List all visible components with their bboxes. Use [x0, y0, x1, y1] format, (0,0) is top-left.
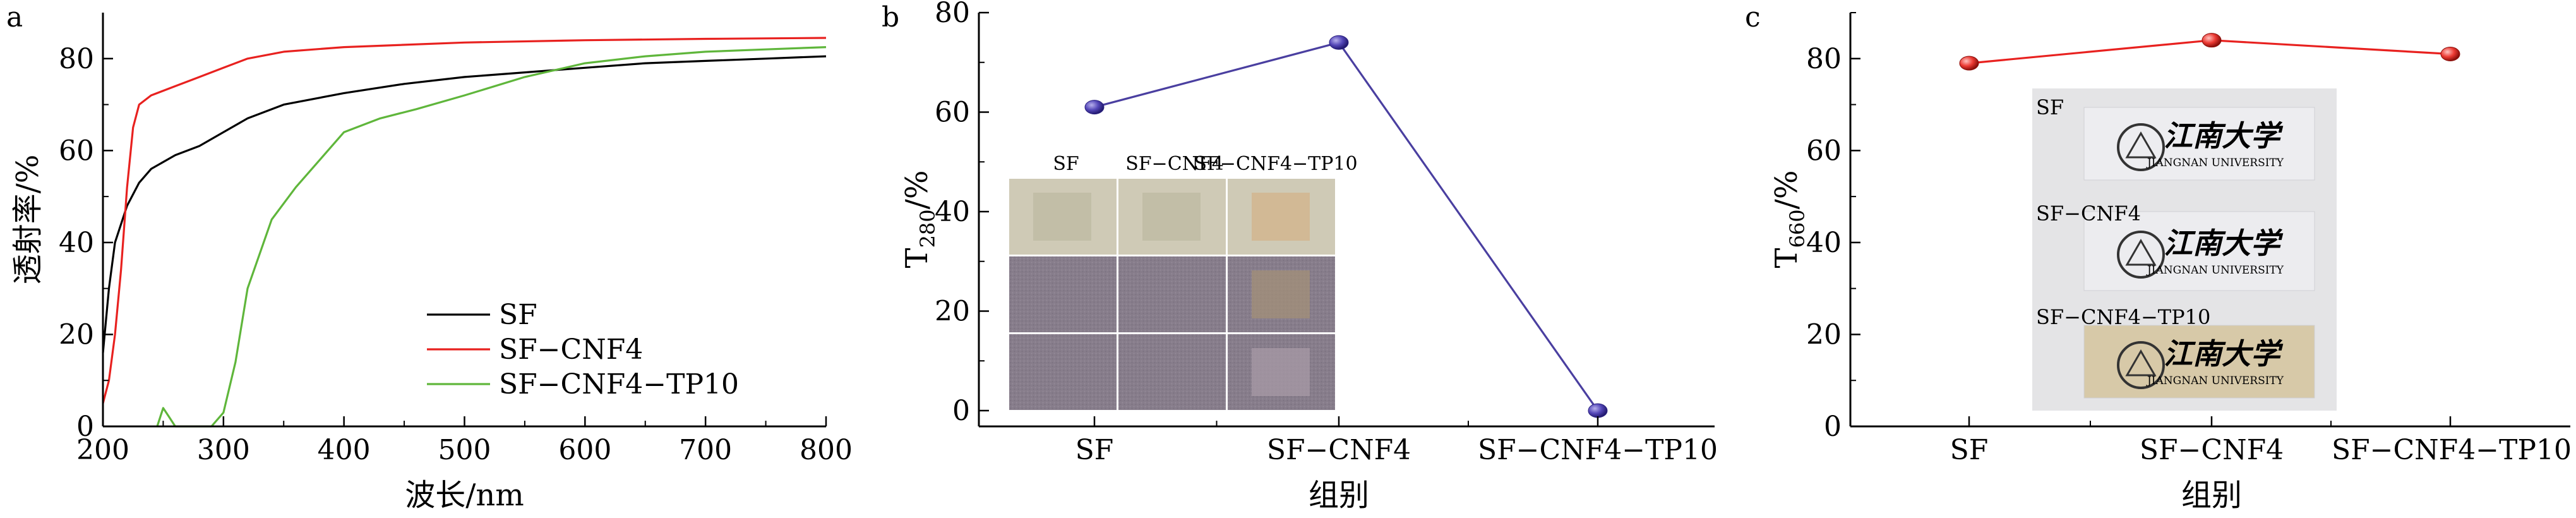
y-title-unit: /%: [899, 171, 935, 210]
x-tick-label: 500: [438, 434, 491, 466]
data-point-2: [2440, 47, 2460, 61]
x-tick-label: SF−CNF4: [1267, 434, 1411, 466]
y-tick-label: 0: [952, 395, 970, 427]
inset-label-0: SF: [1053, 153, 1079, 175]
panel-a: a 200 300 400 500 600 700 800 0 20 40 60 80 波长/nm 透射率/…: [6, 1, 853, 513]
data-point-2: [1588, 403, 1608, 418]
data-point-1: [2202, 33, 2222, 48]
legend-label-1: SF−CNF4: [499, 334, 643, 366]
university-name-text: JIANGNAN UNIVERSITY: [2146, 264, 2284, 277]
panel-b-letter: b: [882, 1, 899, 33]
y-title-sub: 280: [916, 209, 940, 248]
y-axis-title: 透射率/%: [10, 155, 45, 285]
university-seal-icon: [2117, 341, 2165, 389]
university-logo-text: 江南大学: [2164, 226, 2284, 260]
y-tick-label: 80: [1806, 43, 1842, 75]
data-point-1: [1329, 35, 1349, 50]
y-tick-label: 20: [935, 296, 970, 328]
x-axis-title: 波长/nm: [405, 478, 524, 513]
legend-label-2: SF−CNF4−TP10: [499, 368, 739, 401]
x-tick-label: 700: [679, 434, 732, 466]
x-axis-title: 组别: [1309, 478, 1369, 513]
y-tick-label: 60: [935, 97, 970, 129]
y-title-unit: /%: [1769, 171, 1804, 210]
series-line-1: [102, 37, 827, 404]
x-tick-label: SF−CNF4−TP10: [2332, 434, 2572, 466]
inset-film-strip-2: [2083, 325, 2315, 399]
x-tick-label: SF−CNF4: [2140, 434, 2284, 466]
y-tick-label: 0: [1824, 411, 1842, 443]
inset-sample-fabric: [1009, 334, 1117, 410]
x-tick-label: 800: [800, 434, 853, 466]
inset-sample-fabric: [1118, 334, 1226, 410]
inset-label-2: SF−CNF4−TP10: [2036, 305, 2210, 329]
inset-film-square: [1033, 193, 1091, 241]
inset-film-strip-1: [2083, 211, 2315, 291]
seal-triangle-icon: [2125, 131, 2157, 159]
y-tick-label: 60: [1806, 135, 1842, 167]
y-axis-title: T660/%: [1769, 171, 1809, 268]
x-tick-label: 400: [318, 434, 371, 466]
y-axis-title: T280/%: [899, 171, 940, 268]
inset-sample-fabric: [1118, 256, 1226, 332]
inset-label-0: SF: [2036, 95, 2064, 119]
panel-c: c 江南大学 JIANGNAN UNIVERSITY SF 江南大学 JIANGNAN U…: [1745, 1, 2572, 513]
inset-label-1: SF−CNF4: [1125, 153, 1224, 175]
y-tick-label: 80: [935, 0, 970, 29]
inset-film-square: [1252, 193, 1310, 241]
inset-film-square: [1142, 193, 1201, 241]
x-tick-label: SF−CNF4−TP10: [1478, 434, 1718, 466]
series-line-0: [102, 55, 827, 353]
university-name-text: JIANGNAN UNIVERSITY: [2146, 157, 2284, 169]
y-title-main: T: [1769, 248, 1804, 268]
x-axis-title: 组别: [2181, 478, 2242, 513]
inset-film-square: [1252, 270, 1310, 318]
legend-label-0: SF: [499, 299, 537, 331]
inset-label-1: SF−CNF4: [2036, 202, 2141, 226]
university-name-text: JIANGNAN UNIVERSITY: [2146, 375, 2284, 387]
inset-label-2: SF−CNF4−TP10: [1194, 153, 1357, 175]
university-seal-icon: [2117, 231, 2165, 279]
university-seal-icon: [2117, 123, 2165, 171]
university-logo-text: 江南大学: [2164, 337, 2284, 371]
seal-triangle-icon: [2125, 239, 2157, 266]
inset-sample-fabric: [1009, 256, 1117, 332]
x-tick-label: 300: [197, 434, 250, 466]
inset-photo: 江南大学 JIANGNAN UNIVERSITY SF 江南大学 JIANGNAN UN…: [2032, 88, 2337, 411]
y-tick-label: 20: [59, 318, 94, 351]
seal-triangle-icon: [2125, 349, 2157, 376]
inset-film-strip-0: [2083, 107, 2315, 181]
y-tick-label: 20: [1806, 318, 1842, 351]
y-tick-label: 80: [59, 43, 94, 75]
y-tick-label: 40: [935, 196, 970, 228]
data-point-0: [1084, 100, 1105, 115]
data-point-0: [1959, 56, 1979, 71]
x-tick-label: 200: [76, 434, 129, 466]
y-title-sub: 660: [1785, 209, 1809, 248]
y-title-main: T: [899, 248, 935, 268]
panel-c-letter: c: [1745, 1, 1761, 33]
y-tick-label: 40: [1806, 227, 1842, 259]
y-tick-label: 40: [59, 227, 94, 259]
y-tick-label: 0: [76, 411, 94, 443]
inset-film-square: [1252, 348, 1310, 396]
panel-a-letter: a: [6, 1, 23, 33]
y-tick-label: 60: [59, 135, 94, 167]
x-tick-label: 600: [558, 434, 611, 466]
university-logo-text: 江南大学: [2164, 119, 2284, 153]
x-tick-label: SF: [1950, 434, 1989, 466]
x-tick-label: SF: [1075, 434, 1114, 466]
